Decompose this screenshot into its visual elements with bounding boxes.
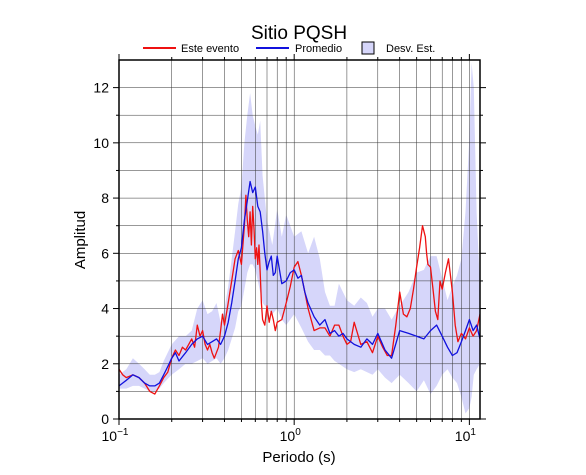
y-axis-label: Amplitud bbox=[72, 211, 89, 269]
y-tick-label: 4 bbox=[101, 301, 109, 317]
y-tick-label: 6 bbox=[101, 245, 109, 261]
legend-label-promedio: Promedio bbox=[295, 43, 342, 55]
legend-label-desv-est: Desv. Est. bbox=[386, 43, 435, 55]
legend-swatch-desv-est bbox=[361, 41, 375, 55]
y-tick-label: 10 bbox=[93, 135, 109, 151]
legend-label-este-evento: Este evento bbox=[181, 43, 239, 55]
y-tick-label: 12 bbox=[93, 80, 109, 96]
legend: Este evento Promedio Desv. Est. bbox=[143, 41, 435, 55]
series-line-promedio bbox=[119, 180, 480, 387]
x-tick-label: 10−1 bbox=[102, 427, 129, 444]
plot-frame bbox=[118, 59, 481, 420]
x-axis-label: Periodo (s) bbox=[262, 449, 335, 466]
x-tick-label: 100 bbox=[280, 427, 302, 444]
y-tick-label: 2 bbox=[101, 356, 109, 372]
chart-title: Sitio PQSH bbox=[251, 23, 347, 44]
std-dev-band bbox=[119, 62, 480, 414]
y-tick-label: 0 bbox=[101, 411, 109, 427]
x-tick-label: 101 bbox=[455, 427, 477, 444]
series-line-este-evento bbox=[119, 194, 480, 395]
plot-area: 0 2 4 6 8 10 12 10−1 100 101 bbox=[93, 54, 486, 444]
y-tick-label: 8 bbox=[101, 190, 109, 206]
